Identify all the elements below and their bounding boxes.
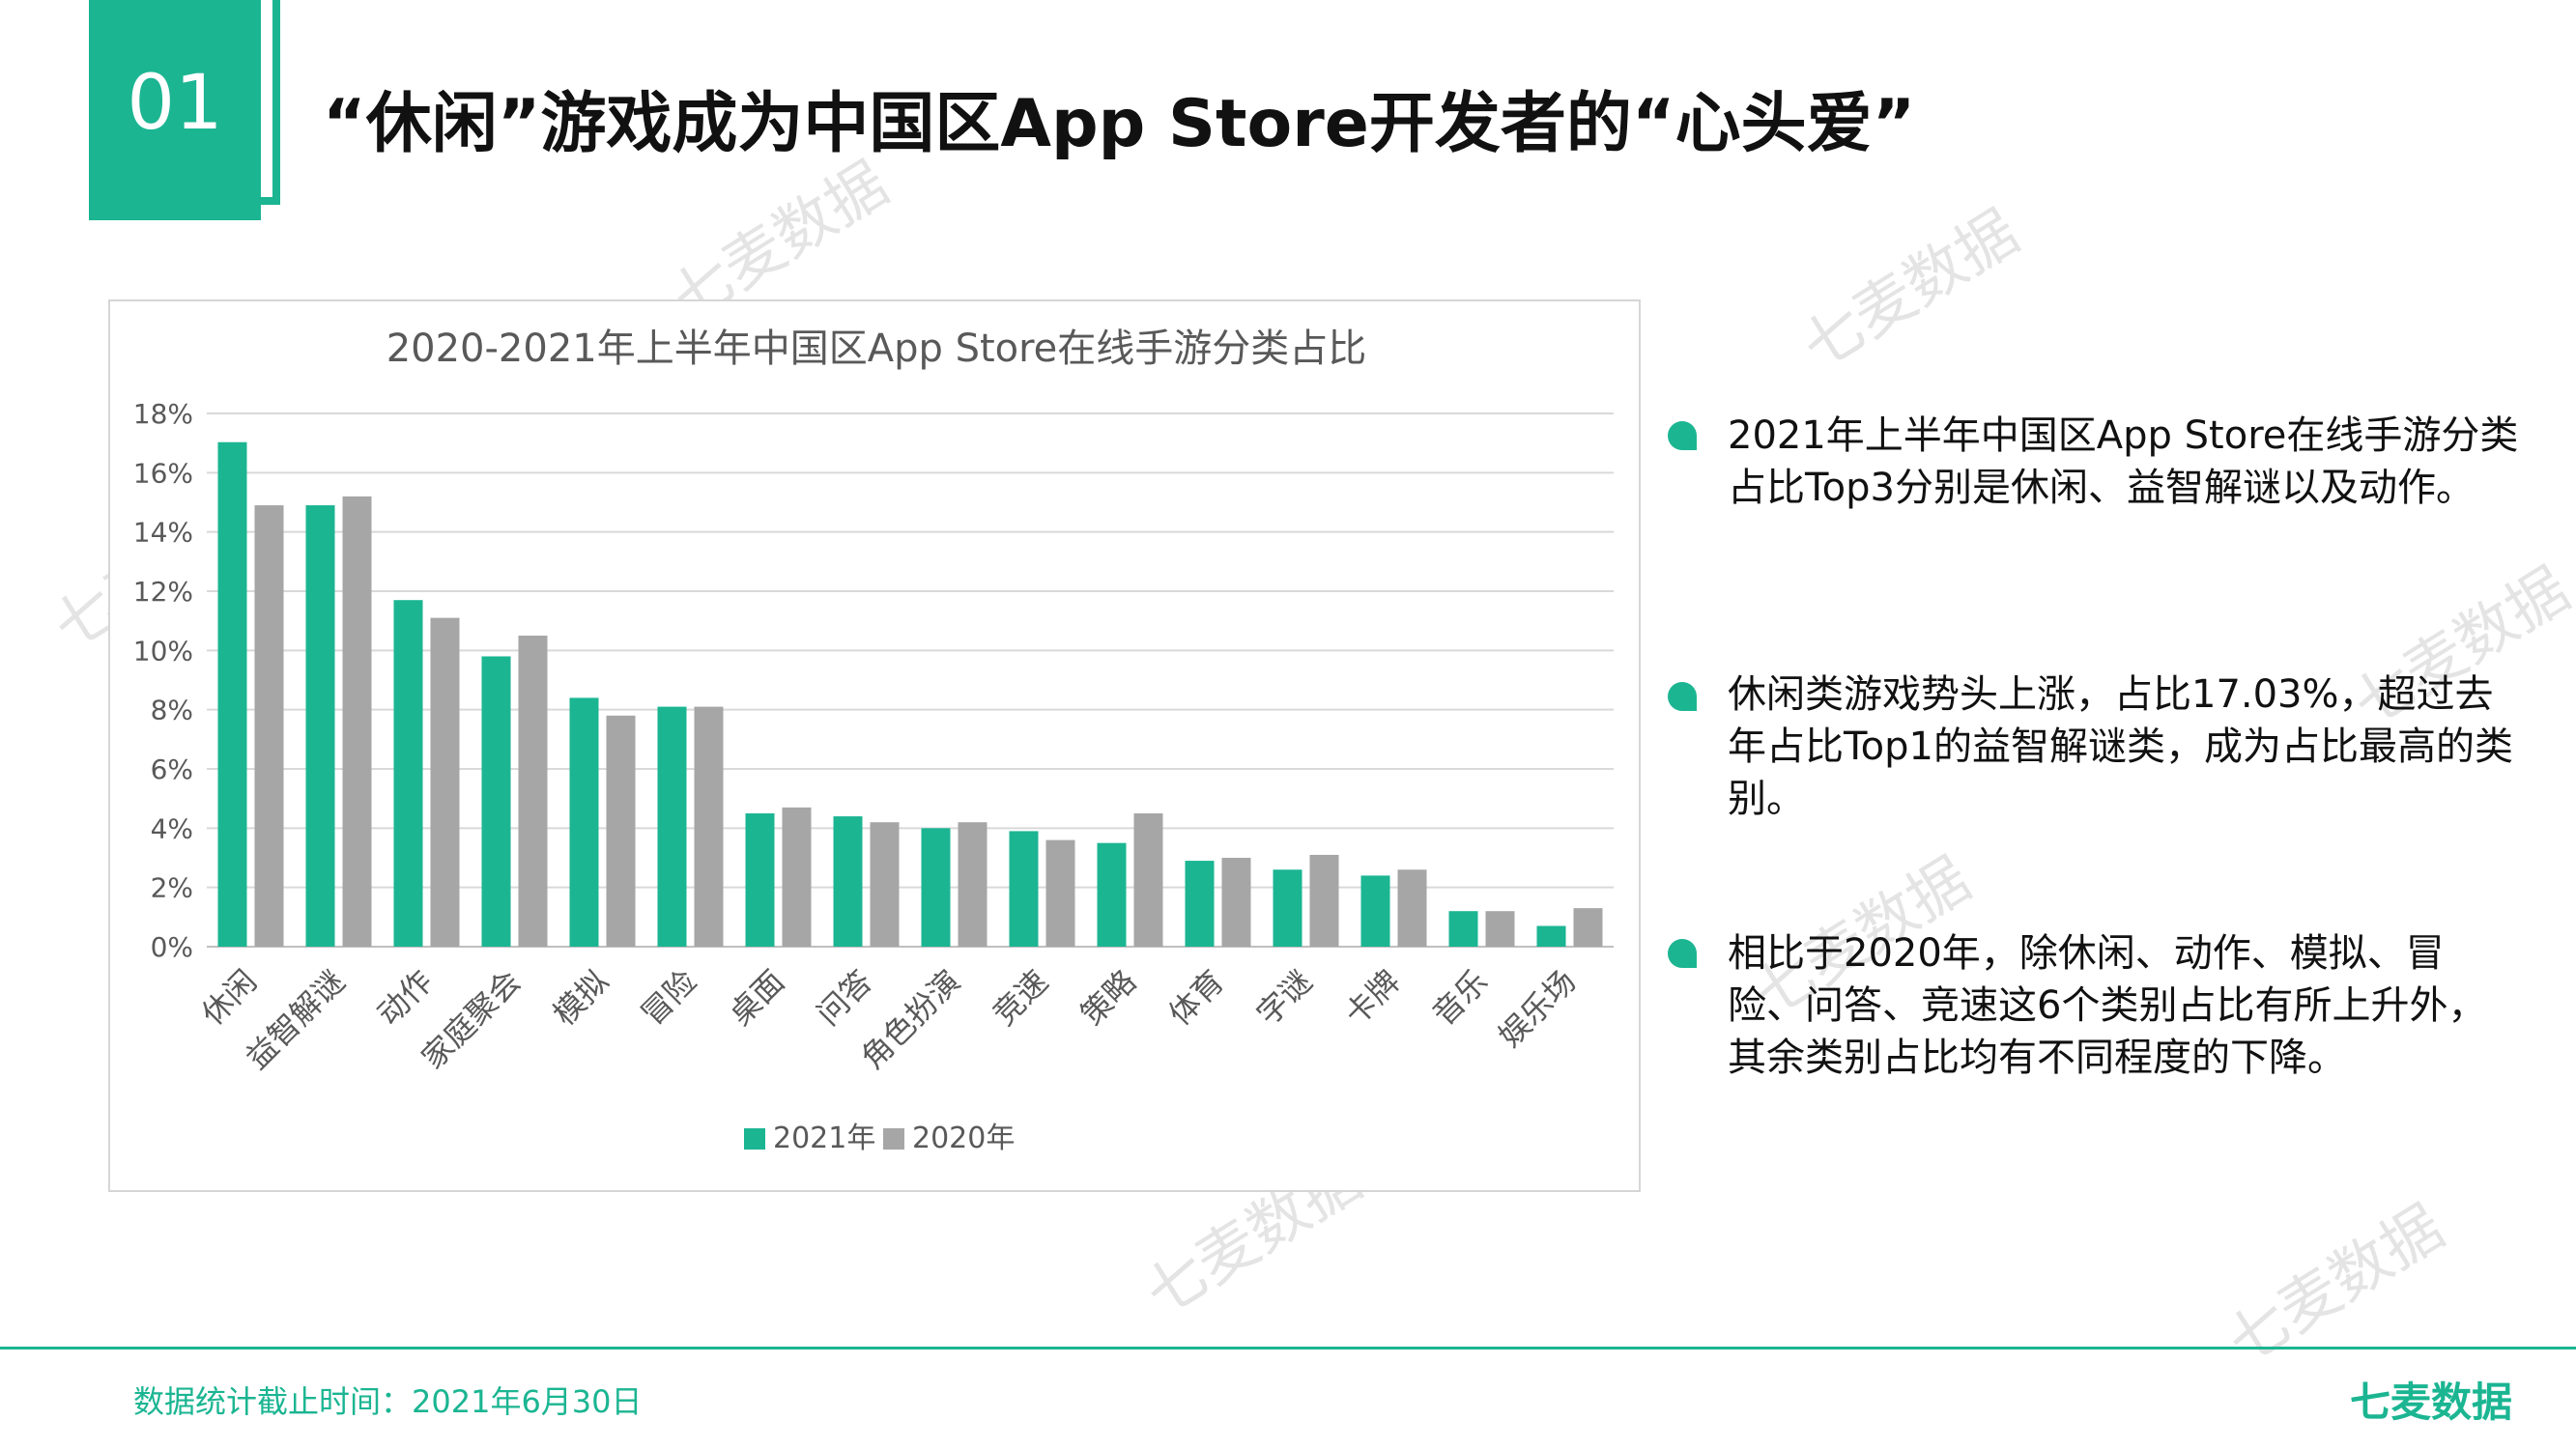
- brand-logo: 七麦数据: [2350, 1378, 2513, 1426]
- y-tick-label: 4%: [151, 812, 193, 844]
- bullet-text: 休闲类游戏势头上涨，占比17.03%，超过去年占比Top1的益智解谜类，成为占比…: [1728, 672, 2513, 821]
- bar-2021-9: [1009, 831, 1039, 947]
- data-cutoff-note: 数据统计截止时间：2021年6月30日: [133, 1383, 643, 1420]
- x-tick-label: 体育: [1161, 963, 1231, 1033]
- bar-2021-11: [1185, 861, 1215, 947]
- bar-2021-13: [1360, 875, 1390, 947]
- bar-2021-10: [1097, 842, 1127, 947]
- y-tick-label: 16%: [133, 457, 193, 489]
- bar-2020-14: [1485, 911, 1515, 947]
- x-tick-label: 娱乐场: [1491, 963, 1583, 1055]
- bar-2020-8: [958, 822, 987, 947]
- section-number: 01: [127, 60, 223, 147]
- x-tick-label: 家庭聚会: [415, 963, 528, 1076]
- x-tick-label: 桌面: [722, 963, 791, 1033]
- y-tick-label: 12%: [133, 576, 193, 608]
- bar-2020-10: [1133, 813, 1163, 947]
- bar-2021-1: [305, 505, 335, 947]
- bar-2020-0: [254, 505, 284, 947]
- bar-2020-9: [1045, 839, 1075, 947]
- bar-2021-2: [393, 600, 423, 947]
- bar-2020-4: [606, 715, 636, 947]
- x-tick-label: 竞速: [986, 963, 1055, 1033]
- bar-2021-4: [569, 697, 599, 947]
- x-tick-label: 模拟: [546, 963, 615, 1033]
- bar-2021-15: [1536, 925, 1566, 947]
- bar-2020-12: [1309, 854, 1339, 947]
- legend-swatch: [883, 1128, 904, 1150]
- bar-2021-8: [921, 828, 951, 947]
- y-tick-label: 8%: [151, 695, 193, 726]
- x-tick-label: 问答: [810, 963, 879, 1033]
- bar-2021-5: [657, 706, 687, 947]
- y-tick-label: 0%: [151, 931, 193, 963]
- bar-2021-6: [745, 813, 775, 947]
- bar-2021-12: [1273, 869, 1302, 947]
- bar-2020-2: [430, 617, 460, 947]
- badge-accent-line: [272, 0, 280, 205]
- legend-swatch: [744, 1128, 765, 1150]
- y-tick-label: 10%: [133, 635, 193, 667]
- footer-divider: [0, 1347, 2576, 1350]
- chart-panel: 2020-2021年上半年中国区App Store在线手游分类占比 0% 2% 4%…: [108, 299, 1641, 1192]
- bullet-text: 相比于2020年，除休闲、动作、模拟、冒险、问答、竞速这6个类别占比有所上升外，…: [1728, 931, 2487, 1080]
- x-tick-label: 角色扮演: [854, 963, 967, 1076]
- bar-2020-11: [1221, 858, 1251, 947]
- y-tick-label: 2%: [151, 872, 193, 904]
- bar-chart: 2020-2021年上半年中国区App Store在线手游分类占比 0% 2% 4%…: [133, 327, 1614, 1155]
- bullet-icon: [1668, 421, 1697, 450]
- chart-title: 2020-2021年上半年中国区App Store在线手游分类占比: [386, 327, 1367, 371]
- x-tick-label: 益智解谜: [239, 963, 352, 1076]
- bullet-text: 2021年上半年中国区App Store在线手游分类占比Top3分别是休闲、益智…: [1728, 413, 2519, 510]
- page-title: “休闲”游戏成为中国区App Store开发者的“心头爱”: [323, 86, 1916, 162]
- bar-2020-1: [342, 496, 372, 947]
- legend-label: 2020年: [912, 1122, 1015, 1155]
- x-tick-label: 冒险: [634, 963, 703, 1033]
- bullet-icon: [1668, 682, 1697, 711]
- section-badge: [89, 0, 261, 220]
- x-tick-label: 字谜: [1249, 963, 1319, 1033]
- bar-2021-14: [1448, 911, 1478, 947]
- x-tick-label: 动作: [370, 963, 440, 1033]
- y-tick-label: 14%: [133, 517, 193, 549]
- bar-2020-5: [694, 706, 724, 947]
- bar-2020-15: [1573, 908, 1603, 947]
- bar-2020-7: [870, 822, 900, 947]
- badge-accent-line: [242, 197, 280, 205]
- bar-2021-0: [217, 441, 247, 947]
- x-tick-label: 卡牌: [1337, 963, 1407, 1033]
- bar-2021-3: [481, 656, 511, 947]
- y-tick-label: 6%: [151, 753, 193, 785]
- bar-2020-3: [518, 636, 548, 947]
- legend-label: 2021年: [773, 1122, 875, 1155]
- x-tick-label: 休闲: [194, 963, 264, 1033]
- y-tick-label: 18%: [133, 398, 193, 430]
- x-tick-label: 策略: [1073, 963, 1143, 1033]
- x-tick-label: 音乐: [1425, 963, 1495, 1033]
- watermark: 七麦数据: [1789, 195, 2031, 384]
- bar-2021-7: [833, 816, 863, 947]
- bar-2020-13: [1397, 869, 1427, 947]
- bullet-icon: [1668, 939, 1697, 968]
- bar-2020-6: [782, 807, 812, 947]
- watermark: 七麦数据: [2215, 1190, 2456, 1378]
